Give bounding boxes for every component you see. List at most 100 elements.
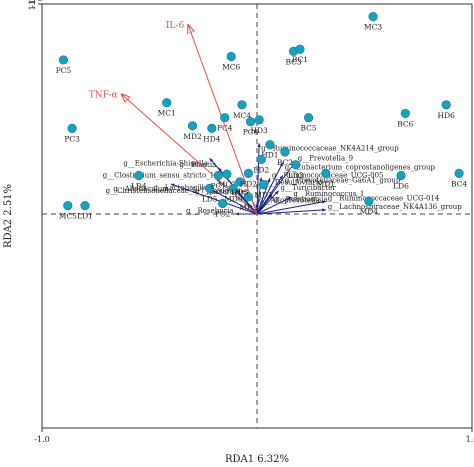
sample-point <box>280 147 290 157</box>
sample-point <box>254 115 264 125</box>
sample-label: HD2 <box>240 179 258 188</box>
sample-point <box>220 113 230 123</box>
sample-label: PC2 <box>215 210 231 219</box>
sample-point <box>205 183 215 193</box>
sample-point <box>304 113 314 123</box>
sample-point <box>364 196 374 206</box>
sample-label: BC4 <box>451 179 467 188</box>
sample-point <box>243 168 253 178</box>
taxa-label: g__Ruminococcus_1 <box>293 190 364 198</box>
sample-label: MD2 <box>183 132 202 141</box>
sample-point <box>228 183 238 193</box>
taxa-label: g__Lachnospiraceae_NK4A136_group <box>328 203 462 211</box>
y-axis-title: RDA2 2.51% <box>3 184 14 248</box>
sample-point <box>235 177 245 187</box>
sample-label: BC6 <box>397 119 413 128</box>
env-label: IL-6 <box>166 21 185 31</box>
sample-label: MC6 <box>222 63 240 72</box>
taxa-label: g__Desulfovibrio <box>263 179 322 187</box>
sample-point <box>222 169 232 179</box>
env-arrow <box>122 94 258 215</box>
taxa-vectors: g__Prevotella_9g__Ruminococcaceae_UCG-00… <box>103 142 462 216</box>
sample-label: BC3 <box>285 57 301 66</box>
sample-label: HD4 <box>203 134 221 143</box>
sample-point <box>58 55 69 65</box>
sample-label: BC2 <box>277 158 293 167</box>
taxa-arrow <box>256 142 261 215</box>
sample-point <box>162 98 172 108</box>
axis-ticks: -1.01.0-1.01.0 <box>28 0 474 444</box>
taxa-arrow <box>256 162 284 215</box>
sample-label: LD4 <box>131 181 147 190</box>
sample-point <box>67 123 77 133</box>
taxa-label: g__Prevotellaceae_Ga6A1_group <box>285 176 401 184</box>
taxa-label: g__Eubacterium_coprostanoligenes_group <box>285 164 436 172</box>
sample-point <box>256 154 266 164</box>
sample-label: MC3 <box>364 23 382 32</box>
taxa-label: g__Allobaculum <box>113 185 169 193</box>
sample-label: MC1 <box>158 109 176 118</box>
taxa-label: g__Christensenellaceae_R-7_group <box>106 187 230 195</box>
sample-label: PC3 <box>64 134 80 143</box>
taxa-label: g__Escherichia-Shigella <box>123 159 207 167</box>
sample-label: MC5 <box>59 212 77 221</box>
sample-point <box>80 201 90 211</box>
taxa-label: g__Bacteroides <box>195 188 249 196</box>
x-tick-label: -1.0 <box>34 435 49 444</box>
taxa-arrow <box>213 190 258 215</box>
sample-label: HD6 <box>438 111 456 120</box>
sample-point <box>396 170 406 181</box>
taxa-label: g__Ruminococcaceae_UCG-014 <box>328 194 440 202</box>
sample-label: MD1 <box>254 191 272 200</box>
taxa-label: g__Turicibacter <box>281 184 337 192</box>
taxa-arrow <box>256 200 327 215</box>
x-axis-title: RDA1 6.32% <box>225 454 289 465</box>
sample-point <box>265 140 275 150</box>
sample-point <box>295 44 305 54</box>
taxa-label: g__Romboutsia <box>274 196 328 204</box>
sample-label: BC1 <box>292 55 308 64</box>
sample-point <box>207 123 217 133</box>
sample-point <box>218 198 228 209</box>
x-tick-label: 1.0 <box>466 435 474 444</box>
sample-point <box>243 192 253 202</box>
taxa-arrow <box>256 196 292 215</box>
y-tick-label: 1.0 <box>28 0 37 10</box>
sample-label: MD4 <box>360 207 379 216</box>
sample-point <box>237 100 247 110</box>
sample-label: LD3 <box>288 171 304 180</box>
sample-label: MD1 <box>317 179 335 188</box>
taxa-label: g__Prevotella_9 <box>298 155 353 163</box>
sample-point <box>63 201 73 211</box>
taxa-label: g__Clostridium_sensu_stricto_1 <box>103 171 214 179</box>
sample-label: HD3 <box>250 126 268 135</box>
sample-label: MD3 <box>239 203 258 212</box>
sample-label: LD6 <box>393 181 409 190</box>
taxa-arrow <box>170 183 258 215</box>
taxa-arrow <box>256 175 284 215</box>
sample-point <box>258 180 269 190</box>
y-tick-label: -1.0 <box>28 0 37 8</box>
sample-point <box>321 168 331 178</box>
taxa-label: g__Blautia <box>180 161 217 169</box>
sample-point <box>368 12 378 22</box>
sample-label: MC4 <box>233 111 251 120</box>
sample-point <box>245 116 256 127</box>
sample-label: LD1 <box>77 212 93 221</box>
sample-label: PC1 <box>211 181 227 190</box>
sample-point <box>134 170 144 181</box>
taxa-label: g__Roseburia <box>186 207 233 215</box>
sample-label: LD2 <box>253 165 269 174</box>
sample-point <box>441 100 451 110</box>
sample-label: HD5 <box>231 188 249 197</box>
sample-point <box>454 168 464 178</box>
sample-label: MD6 <box>224 194 243 203</box>
sample-point <box>226 51 236 62</box>
sample-point <box>400 108 410 119</box>
taxa-label: g__Ruminococcaceae_NK4A214_group <box>261 144 399 152</box>
sample-label: BC5 <box>301 124 317 133</box>
sample-label: PC5 <box>56 66 72 75</box>
env-label: TNF-α <box>89 90 118 100</box>
